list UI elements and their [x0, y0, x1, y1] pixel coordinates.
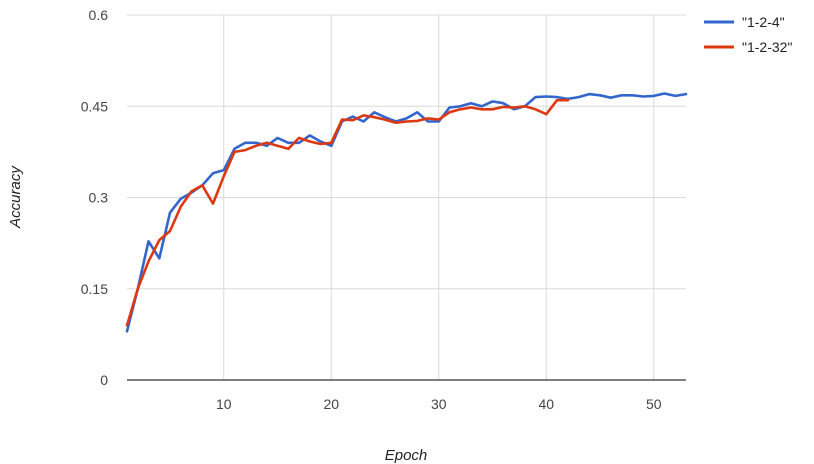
x-tick-labels: 10 20 30 40 50 [216, 396, 662, 412]
legend-item-1: "1-2-4" [704, 14, 785, 30]
x-tick-label: 20 [323, 396, 339, 412]
x-tick-label: 10 [216, 396, 232, 412]
legend-item-2: "1-2-32" [704, 39, 792, 55]
x-tick-label: 40 [538, 396, 554, 412]
x-tick-label: 30 [431, 396, 447, 412]
y-tick-label: 0 [100, 372, 108, 388]
legend-label: "1-2-32" [742, 39, 792, 55]
y-tick-labels: 0 0.15 0.3 0.45 0.6 [81, 7, 108, 388]
legend-label: "1-2-4" [742, 14, 785, 30]
series-lines [125, 92, 688, 333]
y-axis-title: Accuracy [7, 165, 24, 229]
y-tick-label: 0.3 [89, 190, 109, 206]
x-tick-label: 50 [646, 396, 662, 412]
grid-lines [127, 14, 686, 380]
legend: "1-2-4" "1-2-32" [704, 14, 792, 55]
y-tick-label: 0.15 [81, 281, 108, 297]
y-tick-label: 0.45 [81, 98, 108, 114]
x-axis-title: Epoch [385, 447, 428, 464]
series-line-2 [125, 98, 570, 327]
y-tick-label: 0.6 [89, 7, 109, 23]
series-line-1 [125, 92, 688, 333]
